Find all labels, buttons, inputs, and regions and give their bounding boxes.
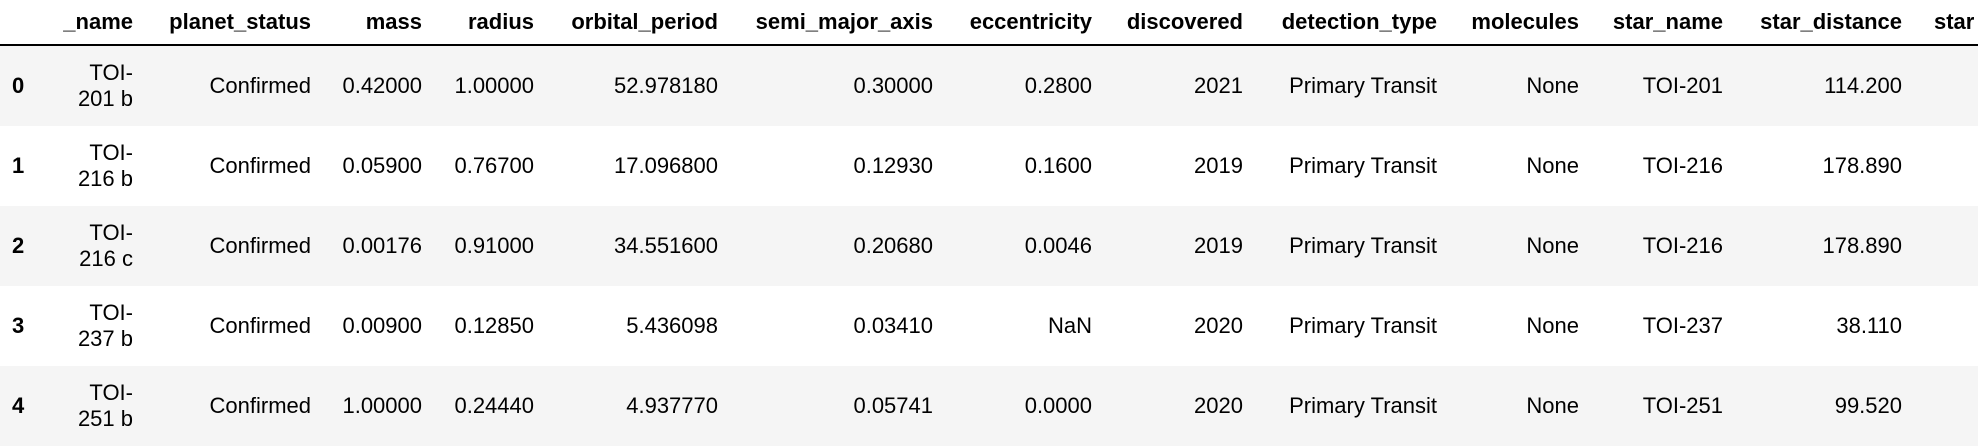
table-cell: 34.551600 [614, 233, 718, 258]
table-cell: 0.2800 [1024, 73, 1092, 98]
table-cell: None [1526, 153, 1579, 178]
cell-text: TOI-251 b [77, 380, 133, 431]
table-cell: 5.436098 [626, 313, 718, 338]
table-cell: 0.03410 [853, 313, 933, 338]
column-header: mass [321, 0, 432, 46]
header-row: _name planet_status mass radius orbital_peri… [0, 0, 1978, 46]
table-cell: TOI-216 b [38, 126, 143, 206]
table-cell: Confirmed [209, 153, 311, 178]
table-cell: Confirmed [209, 233, 311, 258]
table-cell: None [1526, 393, 1579, 418]
table-row: 0 TOI-201 b Confirmed 0.42000 1.00000 52.9781… [0, 45, 1978, 126]
table-cell: 0.12850 [454, 313, 534, 338]
table-cell: 4.937770 [626, 393, 718, 418]
cell-text: TOI-201 b [77, 60, 133, 111]
row-index: 0 [12, 73, 25, 98]
column-header: star_distance [1733, 0, 1912, 46]
table-cell: TOI-216 c [38, 206, 143, 286]
table-cell [1912, 206, 1978, 286]
table-cell: Primary Transit [1289, 153, 1437, 178]
table-cell: 0.76700 [454, 153, 534, 178]
table-cell: 178.890 [1822, 153, 1902, 178]
table-cell: TOI-216 [1642, 153, 1723, 178]
table-cell: TOI-251 [1642, 393, 1723, 418]
table-cell: 0.0046 [1024, 233, 1092, 258]
table-cell: 2019 [1194, 153, 1243, 178]
table-cell: 1.00000 [342, 393, 422, 418]
table-cell: 1.00000 [454, 73, 534, 98]
table-row: 4 TOI-251 b Confirmed 1.00000 0.24440 4.93777… [0, 366, 1978, 446]
table-cell: Primary Transit [1289, 233, 1437, 258]
table-cell: TOI-216 [1642, 233, 1723, 258]
table-cell: Confirmed [209, 313, 311, 338]
column-header: molecules [1447, 0, 1589, 46]
table-cell: 0.24440 [454, 393, 534, 418]
column-header: orbital_period [544, 0, 728, 46]
column-header: discovered [1102, 0, 1253, 46]
table-cell: 178.890 [1822, 233, 1902, 258]
cell-text: TOI-237 b [77, 300, 133, 351]
table-row: 3 TOI-237 b Confirmed 0.00900 0.12850 5.43609… [0, 286, 1978, 366]
table-cell: Primary Transit [1289, 393, 1437, 418]
table-cell: TOI-201 [1642, 73, 1723, 98]
table-cell: TOI-201 b [38, 45, 143, 126]
table-cell: 0.00176 [342, 233, 422, 258]
column-header: eccentricity [943, 0, 1102, 46]
column-header: planet_status [143, 0, 321, 46]
table-cell: None [1526, 313, 1579, 338]
table-cell [1912, 45, 1978, 126]
table-cell: Primary Transit [1289, 73, 1437, 98]
table-cell: 114.200 [1824, 73, 1902, 98]
table-cell: 99.520 [1834, 393, 1902, 418]
table-cell [1912, 286, 1978, 366]
table-cell: Primary Transit [1289, 313, 1437, 338]
table-cell [1912, 126, 1978, 206]
table-cell: 0.0000 [1024, 393, 1092, 418]
table-row: 1 TOI-216 b Confirmed 0.05900 0.76700 17.0968… [0, 126, 1978, 206]
column-header: _name [38, 0, 143, 46]
table-cell [1912, 366, 1978, 446]
table-cell: 0.20680 [853, 233, 933, 258]
column-header: detection_type [1253, 0, 1447, 46]
row-index: 1 [12, 153, 25, 178]
cell-text: TOI-216 b [77, 140, 133, 191]
table-cell: TOI-237 b [38, 286, 143, 366]
column-header: semi_major_axis [728, 0, 943, 46]
table-cell: 52.978180 [614, 73, 718, 98]
table-cell: 0.1600 [1024, 153, 1092, 178]
column-header: radius [432, 0, 544, 46]
row-index: 2 [12, 233, 25, 258]
table-cell: 0.00900 [342, 313, 422, 338]
index-header [0, 0, 38, 46]
table-cell: None [1526, 73, 1579, 98]
table-cell: 0.91000 [454, 233, 534, 258]
table-cell: 0.12930 [853, 153, 933, 178]
table-cell: 17.096800 [614, 153, 718, 178]
table-body: 0 TOI-201 b Confirmed 0.42000 1.00000 52.9781… [0, 45, 1978, 446]
table-cell: 38.110 [1836, 313, 1902, 338]
table-cell: None [1526, 233, 1579, 258]
table-cell: 0.05900 [342, 153, 422, 178]
table-cell: Confirmed [209, 393, 311, 418]
table-cell: Confirmed [209, 73, 311, 98]
table-cell: 2020 [1194, 393, 1243, 418]
table-cell: NaN [1047, 313, 1092, 338]
row-index: 3 [12, 313, 25, 338]
table-cell: TOI-251 b [38, 366, 143, 446]
column-header: star_name [1589, 0, 1733, 46]
table-cell: 2019 [1194, 233, 1243, 258]
table-cell: 0.05741 [853, 393, 933, 418]
table-cell: 2021 [1194, 73, 1243, 98]
table-row: 2 TOI-216 c Confirmed 0.00176 0.91000 34.5516… [0, 206, 1978, 286]
row-index: 4 [12, 393, 25, 418]
cell-text: TOI-216 c [79, 220, 133, 271]
table-cell: 0.42000 [342, 73, 422, 98]
column-header: star [1912, 0, 1978, 46]
table-cell: 2020 [1194, 313, 1243, 338]
table-cell: 0.30000 [853, 73, 933, 98]
table-cell: TOI-237 [1642, 313, 1723, 338]
